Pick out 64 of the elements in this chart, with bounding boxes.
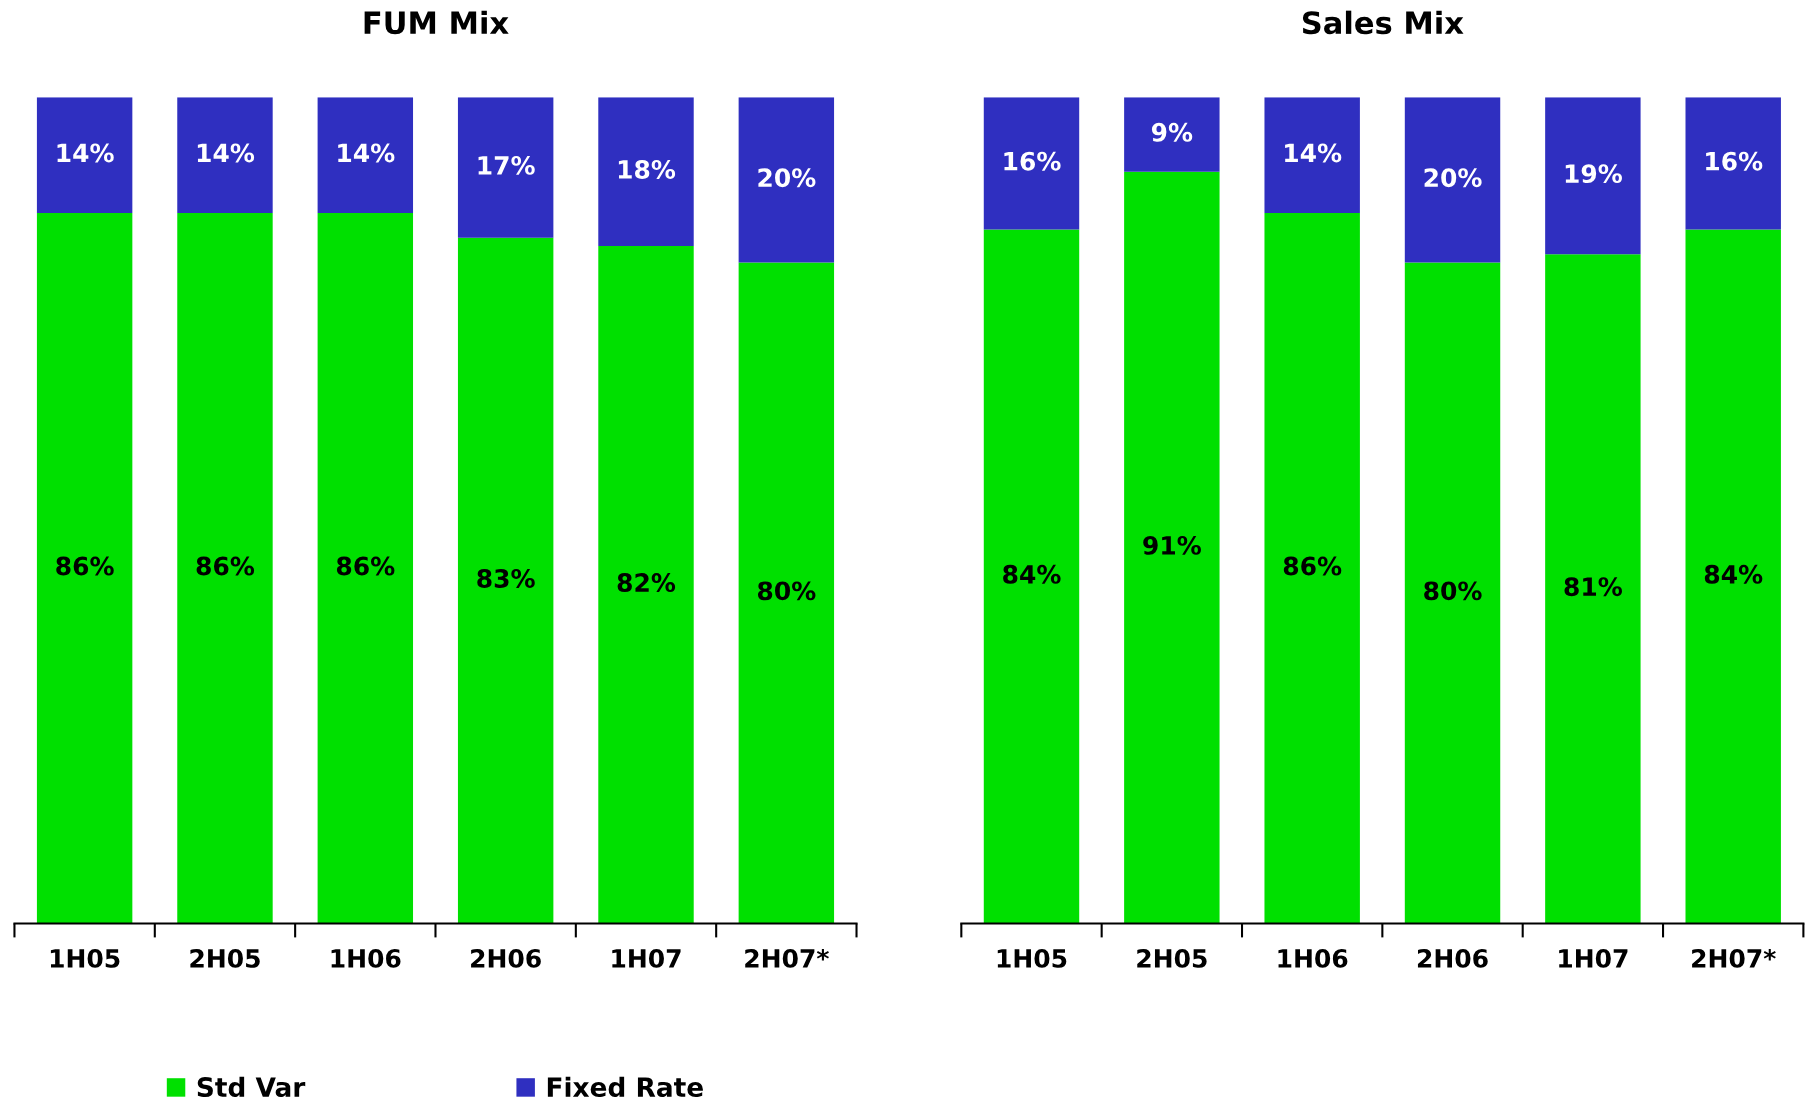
data-label: 20% bbox=[1424, 168, 1482, 188]
x-tick-label: 1H05 bbox=[997, 948, 1067, 968]
bar bbox=[983, 97, 1080, 230]
data-label: 86% bbox=[336, 556, 395, 576]
bar bbox=[1124, 97, 1220, 172]
data-label: 14% bbox=[57, 143, 114, 163]
bar bbox=[1404, 262, 1501, 924]
x-tick-label: 1H07 bbox=[612, 948, 681, 968]
legend-label: Fixed Rate bbox=[547, 1076, 703, 1098]
bar bbox=[1264, 212, 1360, 924]
data-label: 18% bbox=[618, 160, 676, 179]
x-tick-label: 2H07* bbox=[745, 948, 829, 968]
data-label: 82% bbox=[617, 573, 676, 593]
bar bbox=[738, 97, 835, 263]
x-tick-label: 2H06 bbox=[471, 948, 541, 968]
data-label: 91% bbox=[1143, 535, 1201, 555]
bar bbox=[36, 97, 133, 213]
data-label: 86% bbox=[1283, 556, 1342, 576]
data-label: 14% bbox=[1285, 143, 1342, 163]
x-tick-label: 1H06 bbox=[1278, 948, 1348, 968]
bar bbox=[1124, 171, 1220, 924]
x-tick-label: 2H06 bbox=[1417, 948, 1488, 968]
data-label: 17% bbox=[478, 155, 535, 175]
data-label: 86% bbox=[56, 556, 114, 576]
bar bbox=[1685, 229, 1781, 924]
bar bbox=[983, 229, 1080, 924]
bar bbox=[36, 212, 133, 924]
data-label: 20% bbox=[758, 168, 816, 188]
x-tick-label: 2H05 bbox=[190, 948, 260, 968]
x-tick-label: 1H07 bbox=[1559, 948, 1628, 968]
data-label: 16% bbox=[1004, 151, 1061, 171]
data-label: 80% bbox=[1424, 581, 1482, 601]
data-label: 14% bbox=[197, 143, 255, 163]
bar bbox=[1545, 97, 1641, 255]
data-label: 84% bbox=[1003, 564, 1061, 584]
data-label: 80% bbox=[757, 581, 816, 601]
bar bbox=[598, 97, 694, 247]
bar bbox=[317, 97, 414, 213]
bar bbox=[1404, 97, 1501, 263]
chart-title: Sales Mix bbox=[1302, 10, 1464, 35]
data-label: 16% bbox=[1706, 151, 1763, 171]
legend-label: Std Var bbox=[197, 1076, 306, 1098]
data-label: 14% bbox=[338, 143, 395, 163]
bar bbox=[457, 237, 554, 924]
x-tick-label: 1H06 bbox=[331, 948, 401, 968]
bar bbox=[1545, 254, 1641, 924]
x-tick-label: 1H05 bbox=[50, 948, 120, 968]
bar bbox=[177, 97, 273, 213]
bar bbox=[598, 246, 694, 924]
bar bbox=[317, 212, 414, 924]
data-label: 84% bbox=[1704, 564, 1763, 584]
chart-title: FUM Mix bbox=[364, 10, 509, 35]
data-label: 81% bbox=[1564, 577, 1622, 597]
data-label: 9% bbox=[1151, 122, 1193, 142]
bar bbox=[1264, 97, 1360, 213]
bar bbox=[457, 97, 554, 238]
x-tick-label: 2H05 bbox=[1137, 948, 1207, 968]
data-label: 86% bbox=[196, 556, 255, 576]
bar bbox=[1685, 97, 1781, 230]
bar bbox=[738, 262, 835, 924]
x-tick-label: 2H07* bbox=[1692, 948, 1776, 968]
data-label: 19% bbox=[1565, 164, 1622, 184]
data-label: 83% bbox=[477, 568, 535, 588]
bar bbox=[177, 212, 273, 924]
